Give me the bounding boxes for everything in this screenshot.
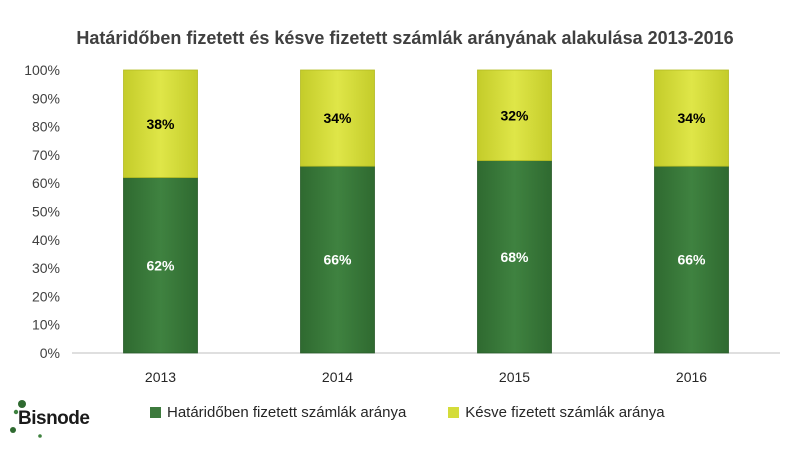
bar-on-time-2016 <box>654 165 729 354</box>
legend-label-on-time: Határidőben fizetett számlák aránya <box>167 404 407 421</box>
bar-late-2014 <box>300 69 375 167</box>
x-tick-label: 2013 <box>145 369 176 385</box>
y-tick-label: 60% <box>32 175 60 191</box>
y-tick-label: 10% <box>32 317 60 333</box>
x-tick-label: 2016 <box>676 369 707 385</box>
data-label: 32% <box>500 107 529 123</box>
legend-item-on-time: Határidőben fizetett számlák aránya <box>150 404 406 421</box>
data-label: 34% <box>323 110 352 126</box>
data-label: 62% <box>146 257 175 273</box>
legend-swatch-green <box>150 407 161 418</box>
y-tick-label: 100% <box>24 62 60 78</box>
data-label: 34% <box>677 110 706 126</box>
y-tick-label: 90% <box>32 90 60 106</box>
bar-on-time-2014 <box>300 165 375 354</box>
y-tick-label: 20% <box>32 288 60 304</box>
y-tick-label: 80% <box>32 119 60 135</box>
y-tick-label: 70% <box>32 147 60 163</box>
bars: 62% 38% 66% 34% 68% 32% 66% 34% <box>123 69 729 354</box>
x-tick-label: 2014 <box>322 369 353 385</box>
x-tick-label: 2015 <box>499 369 530 385</box>
data-label: 66% <box>677 252 706 268</box>
data-label: 68% <box>500 249 529 265</box>
logo-text: Bisnode <box>18 408 90 429</box>
logo-dots-icon <box>10 400 42 438</box>
data-label: 38% <box>146 116 175 132</box>
y-tick-label: 50% <box>32 204 60 220</box>
legend: Határidőben fizetett számlák aránya Késv… <box>150 404 750 421</box>
chart-title: Határidőben fizetett és késve fizetett s… <box>76 28 734 48</box>
y-tick-label: 0% <box>40 345 60 361</box>
legend-swatch-yellow <box>448 407 460 418</box>
bisnode-logo: Bisnode <box>10 396 110 446</box>
axes: 0% 10% 20% 30% 40% 50% 60% 70% 80% 90% 100% 2013 201… <box>24 62 780 385</box>
bar-on-time-2015 <box>477 160 552 354</box>
y-tick-label: 40% <box>32 232 60 248</box>
bar-late-2013 <box>123 69 198 178</box>
legend-label-late: Késve fizetett számlák aránya <box>465 404 665 421</box>
legend-item-late: Késve fizetett számlák aránya <box>448 404 665 421</box>
data-label: 66% <box>323 252 352 268</box>
y-tick-label: 30% <box>32 260 60 276</box>
bar-late-2015 <box>477 69 552 161</box>
bar-late-2016 <box>654 69 729 167</box>
bar-on-time-2013 <box>123 177 198 354</box>
